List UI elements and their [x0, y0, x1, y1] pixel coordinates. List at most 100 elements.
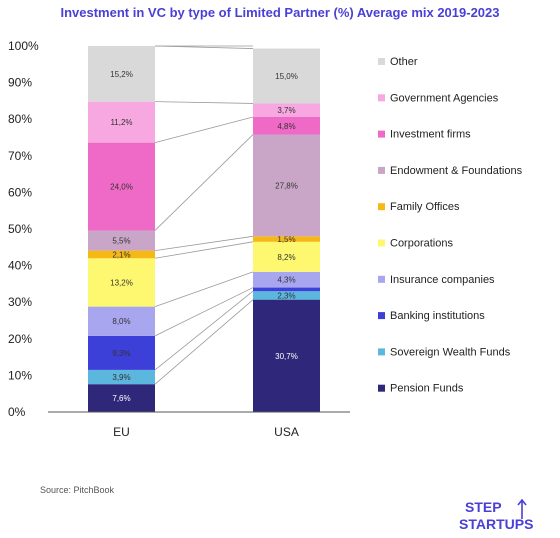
- bar-segment: [88, 258, 155, 307]
- legend-label: Endowment & Foundations: [390, 165, 523, 177]
- logo-line-2: STARTUPS: [459, 516, 533, 532]
- data-label: 15,0%: [275, 72, 298, 81]
- legend-item: Investment firms: [378, 129, 471, 141]
- legend-swatch: [378, 384, 385, 392]
- connector-line: [154, 287, 254, 337]
- data-label: 2,3%: [277, 291, 295, 300]
- y-tick-label: 20%: [8, 332, 32, 346]
- legend-label: Sovereign Wealth Funds: [390, 346, 511, 358]
- data-label: 8,2%: [277, 253, 295, 262]
- bar-segment: [253, 287, 320, 292]
- legend-swatch: [378, 348, 385, 356]
- data-label: 1,5%: [277, 235, 295, 244]
- legend-item: Corporations: [378, 238, 453, 250]
- bar-segment: [88, 250, 155, 259]
- legend-swatch: [378, 58, 385, 65]
- legend-label: Banking institutions: [390, 310, 485, 322]
- data-label: 30,7%: [275, 352, 298, 361]
- bar-segment: [253, 291, 320, 300]
- legend-item: Other: [378, 56, 418, 68]
- y-tick-label: 40%: [8, 259, 32, 273]
- bar-segment: [88, 230, 155, 251]
- connector-line: [154, 45, 254, 49]
- connector-line: [154, 271, 254, 307]
- data-label: 2,1%: [112, 250, 130, 259]
- y-tick-label: 0%: [8, 405, 26, 419]
- data-label: 8,0%: [112, 317, 130, 326]
- legend-swatch: [378, 312, 385, 320]
- bar-segment: [88, 335, 155, 370]
- connector-line: [154, 299, 254, 385]
- bar-segment: [88, 369, 155, 385]
- connector-line: [154, 235, 254, 251]
- bar-segment: [88, 142, 155, 231]
- y-tick-label: 60%: [8, 185, 32, 199]
- legend-swatch: [378, 130, 385, 138]
- connector-line: [154, 241, 254, 259]
- stacked-bar-chart: 7,6% 3,9% 9,3% 8,0% 13,2% 2,1% 5,5% 24,0% 11,2% 1…: [8, 39, 523, 439]
- chart-title: Investment in VC by type of Limited Part…: [60, 5, 500, 20]
- bar-segment: [253, 236, 320, 242]
- y-tick-label: 50%: [8, 222, 32, 236]
- legend-label: Government Agencies: [390, 92, 499, 104]
- legend-item: Pension Funds: [378, 383, 464, 395]
- connector-line: [154, 134, 254, 231]
- connector-line: [154, 116, 254, 144]
- legend-swatch: [378, 94, 385, 102]
- step-startups-logo: STEP STARTUPS: [459, 498, 533, 532]
- bars: 7,6% 3,9% 9,3% 8,0% 13,2% 2,1% 5,5% 24,0% 11,2% 1…: [88, 46, 320, 412]
- legend-item: Family Offices: [378, 201, 460, 213]
- y-tick-label: 70%: [8, 149, 32, 163]
- bar-segment: [253, 241, 320, 272]
- bar-segment: [88, 306, 155, 336]
- data-label: 5,5%: [112, 237, 130, 246]
- legend-item: Insurance companies: [378, 274, 495, 286]
- bar-segment: [253, 134, 320, 237]
- legend-label: Pension Funds: [390, 383, 464, 395]
- legend-label: Corporations: [390, 238, 453, 250]
- connector-line: [154, 290, 254, 371]
- legend-swatch: [378, 275, 385, 283]
- data-label: 9,3%: [112, 349, 130, 358]
- legend-label: Insurance companies: [390, 274, 495, 286]
- data-label: 4,3%: [277, 276, 295, 285]
- data-label: 27,8%: [275, 181, 298, 190]
- data-label: 3,9%: [112, 373, 130, 382]
- data-label: 7,6%: [112, 394, 130, 403]
- connector-line: [154, 101, 254, 104]
- y-tick-label: 10%: [8, 368, 32, 382]
- logo-arrow-icon: [517, 498, 527, 519]
- bar-segment: [253, 271, 320, 288]
- bar-segment: [88, 101, 155, 143]
- legend-item: Banking institutions: [378, 310, 485, 322]
- bar-segment: [253, 299, 320, 412]
- data-label: 15,2%: [110, 70, 133, 79]
- logo-line-1: STEP: [465, 499, 502, 515]
- y-tick-label: 90%: [8, 76, 32, 90]
- data-label: 3,7%: [277, 106, 295, 115]
- legend-swatch: [378, 203, 385, 211]
- bar-segment: [88, 46, 155, 102]
- y-tick-label: 80%: [8, 112, 32, 126]
- legend-swatch: [378, 166, 385, 174]
- data-label: 24,0%: [110, 183, 133, 192]
- bar-segment: [253, 103, 320, 118]
- source-note: Source: PitchBook: [40, 485, 115, 495]
- y-tick-label: 30%: [8, 295, 32, 309]
- legend-item: Sovereign Wealth Funds: [378, 346, 511, 358]
- y-tick-label: 100%: [8, 39, 39, 53]
- y-axis: 0% 10% 20% 30% 40% 50% 60% 70% 80% 90% 100%: [8, 39, 350, 419]
- x-axis: EU USA: [113, 425, 299, 439]
- bar-segment: [253, 48, 320, 104]
- data-label: 13,2%: [110, 278, 133, 287]
- legend-item: Endowment & Foundations: [378, 165, 523, 177]
- data-label: 11,2%: [110, 118, 132, 127]
- bar-segment: [253, 117, 320, 135]
- x-tick-label: USA: [274, 425, 299, 439]
- legend-item: Government Agencies: [378, 92, 499, 104]
- legend-label: Other: [390, 56, 418, 68]
- legend-swatch: [378, 239, 385, 247]
- legend-label: Family Offices: [390, 201, 460, 213]
- x-tick-label: EU: [113, 425, 130, 439]
- connector-lines: [154, 45, 254, 385]
